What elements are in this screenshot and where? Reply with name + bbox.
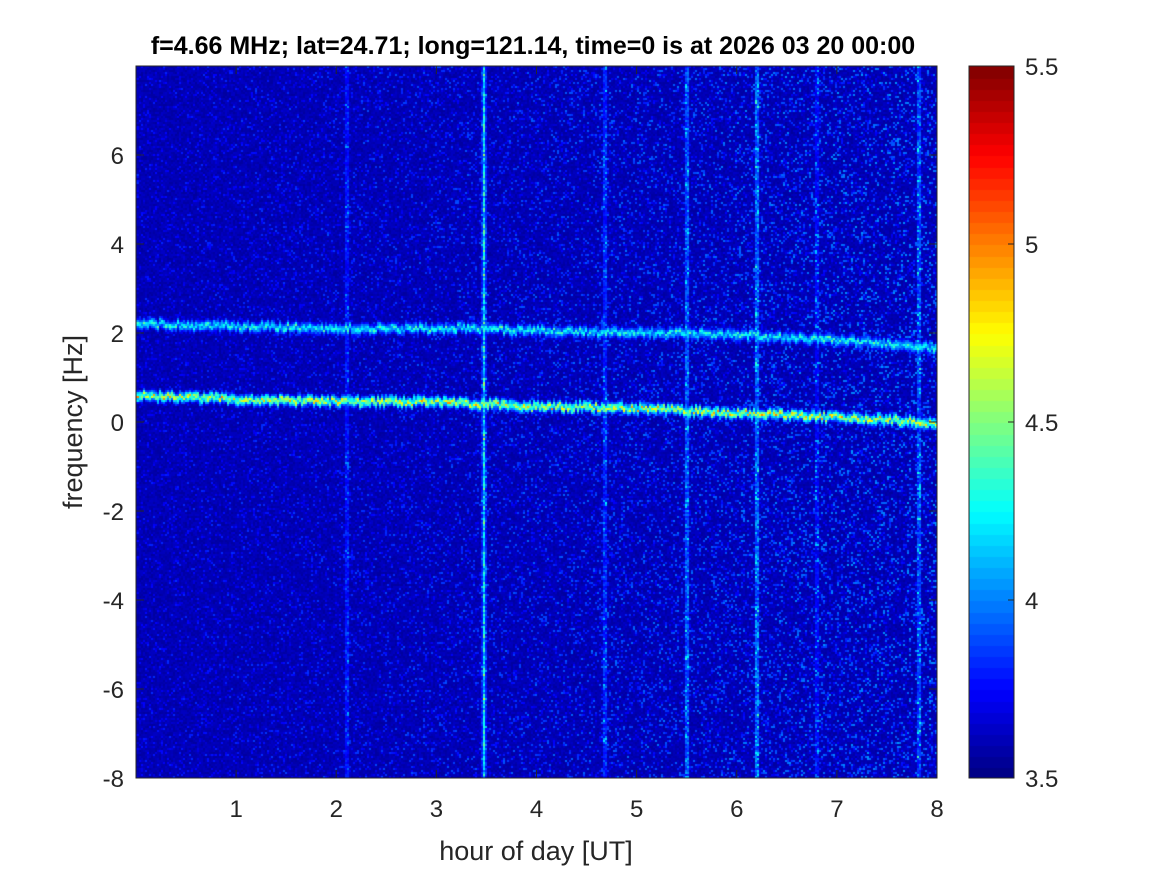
- heatmap: [136, 66, 937, 778]
- x-tick-label: 1: [229, 796, 242, 823]
- colorbar-ticks: 3.5 4 4.5 5 5.5: [1008, 54, 1058, 793]
- colorbar-tick-label: 5.5: [1025, 54, 1058, 81]
- colorbar-gradient: [969, 66, 1014, 778]
- chart-title: f=4.66 MHz; lat=24.71; long=121.14, time…: [151, 32, 915, 60]
- colorbar: 3.5 4 4.5 5 5.5: [968, 54, 1058, 793]
- y-tick-label: 6: [111, 143, 124, 170]
- x-tick-label: 2: [330, 796, 343, 823]
- y-tick-label: 4: [111, 232, 124, 259]
- y-axis: -8 -6 -4 -2 0 2 4 6: [103, 143, 937, 793]
- y-axis-label: frequency [Hz]: [58, 335, 88, 509]
- plot-area: [135, 65, 938, 779]
- x-tick-label: 7: [830, 796, 843, 823]
- x-tick-label: 8: [930, 796, 943, 823]
- y-tick-label: 2: [111, 321, 124, 348]
- y-tick-label: 0: [111, 410, 124, 437]
- x-axis: 1 2 3 4 5 6 7 8: [229, 66, 944, 823]
- x-tick-label: 3: [430, 796, 443, 823]
- y-tick-label: -4: [103, 588, 124, 615]
- y-tick-label: -2: [103, 499, 124, 526]
- colorbar-tick-label: 4: [1025, 588, 1038, 615]
- x-axis-label: hour of day [UT]: [439, 836, 633, 866]
- x-tick-label: 5: [630, 796, 643, 823]
- y-tick-label: -6: [103, 677, 124, 704]
- colorbar-tick-label: 3.5: [1025, 766, 1058, 793]
- y-tick-label: -8: [103, 766, 124, 793]
- x-tick-label: 6: [730, 796, 743, 823]
- colorbar-tick-label: 5: [1025, 232, 1038, 259]
- x-tick-label: 4: [530, 796, 543, 823]
- colorbar-tick-label: 4.5: [1025, 410, 1058, 437]
